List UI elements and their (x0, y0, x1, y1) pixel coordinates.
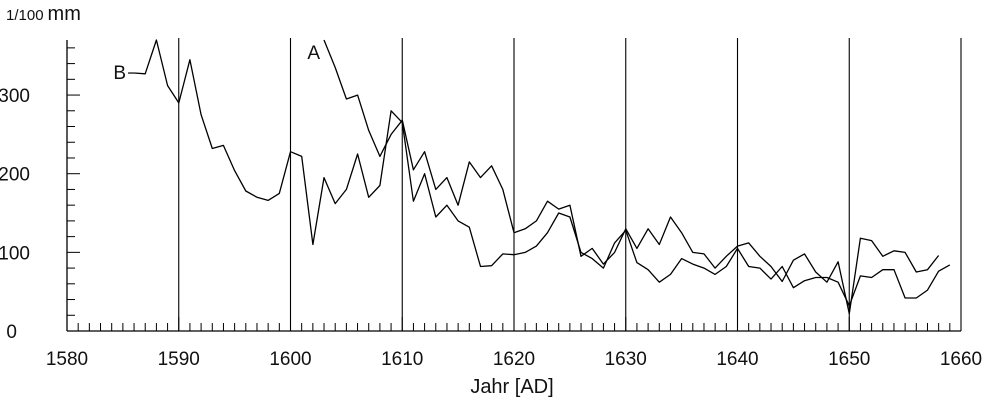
x-tick-label: 1580 (46, 349, 88, 370)
y-axis-title-prefix: 1/100 (6, 7, 44, 24)
series-lines: BA (113, 39, 951, 315)
y-axis-title-unit: mm (48, 3, 81, 25)
series-label-b: B (113, 63, 126, 84)
series-line-a (323, 39, 940, 315)
y-tick-label: 200 (0, 165, 30, 186)
series-label-a: A (307, 43, 320, 64)
y-tick-label: 0 (6, 322, 17, 343)
x-tick-label: 1640 (716, 349, 758, 370)
x-tick-label: 1590 (158, 349, 200, 370)
vertical-gridlines (178, 38, 962, 331)
series-line-b (134, 39, 951, 307)
x-tick-label: 1620 (493, 349, 535, 370)
x-tick-label: 1650 (828, 349, 870, 370)
x-tick-label: 1610 (381, 349, 423, 370)
y-tick-label: 100 (0, 243, 30, 264)
y-axis-ticks: 0 100 200 300 (0, 47, 80, 343)
x-axis-ticks: 1580 1590 1600 1610 1620 1630 1640 1650 1660 (46, 317, 982, 370)
x-tick-label: 1660 (940, 349, 982, 370)
y-tick-label: 300 (0, 86, 30, 107)
y-axis-title: 1/100 mm (6, 3, 81, 25)
x-axis-title: Jahr [AD] (470, 376, 553, 398)
x-tick-label: 1600 (269, 349, 311, 370)
x-tick-label: 1630 (605, 349, 647, 370)
